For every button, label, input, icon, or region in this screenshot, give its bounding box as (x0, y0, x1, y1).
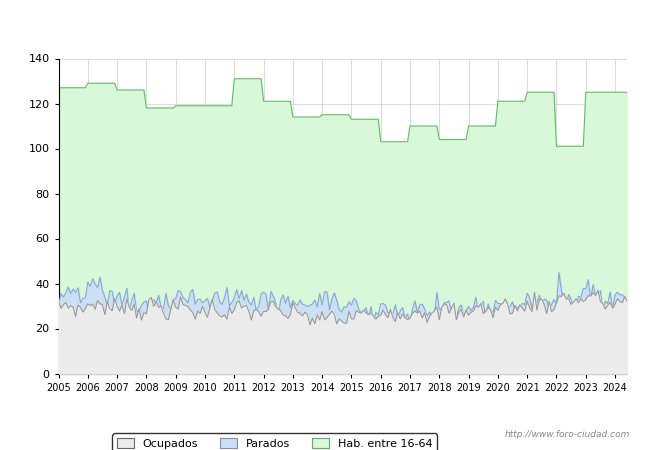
Legend: Ocupados, Parados, Hab. entre 16-64: Ocupados, Parados, Hab. entre 16-64 (112, 433, 437, 450)
Text: Blecua y Torres - Evolucion de la poblacion en edad de Trabajar Mayo de 2024: Blecua y Torres - Evolucion de la poblac… (57, 17, 605, 30)
Text: http://www.foro-ciudad.com: http://www.foro-ciudad.com (505, 430, 630, 439)
